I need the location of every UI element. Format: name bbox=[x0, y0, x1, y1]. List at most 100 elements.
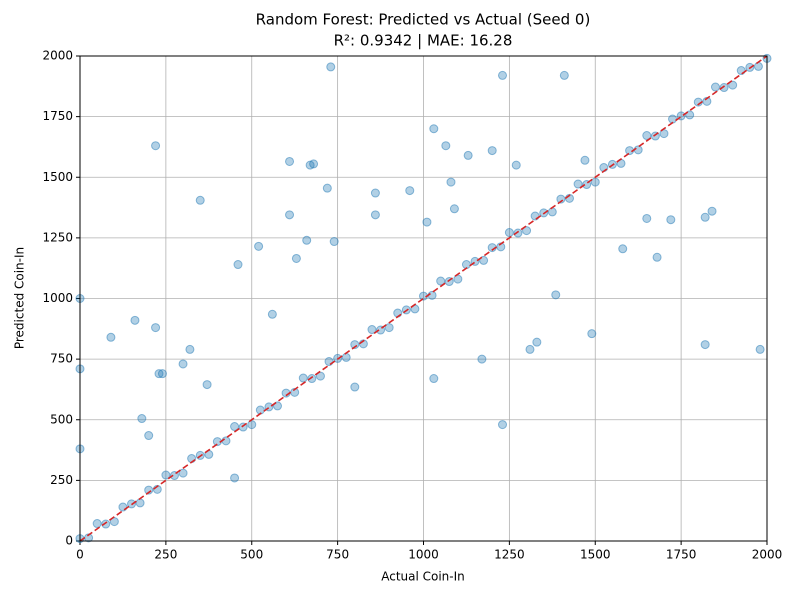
point bbox=[496, 242, 506, 252]
plot-frame bbox=[79, 55, 768, 542]
y-tick-label: 2000 bbox=[42, 49, 73, 63]
x-tick-label: 1250 bbox=[494, 548, 525, 562]
point bbox=[559, 70, 569, 80]
y-axis-label: Predicted Coin-In bbox=[13, 247, 27, 349]
point bbox=[285, 210, 295, 220]
point bbox=[254, 241, 264, 251]
point bbox=[498, 420, 508, 430]
point bbox=[106, 332, 116, 342]
point bbox=[233, 260, 243, 270]
point bbox=[429, 124, 439, 134]
point bbox=[144, 485, 154, 495]
point bbox=[247, 420, 257, 430]
point bbox=[161, 470, 171, 480]
x-axis-label: Actual Coin-In bbox=[381, 570, 465, 584]
y-tick-label: 1000 bbox=[42, 291, 73, 305]
point bbox=[580, 155, 590, 165]
point bbox=[532, 337, 542, 347]
point bbox=[350, 382, 360, 392]
point bbox=[547, 207, 557, 217]
x-tick-label: 2000 bbox=[752, 548, 783, 562]
point bbox=[700, 340, 710, 350]
point bbox=[446, 177, 456, 187]
point bbox=[522, 226, 532, 236]
point bbox=[530, 211, 540, 221]
y-tick-label: 1250 bbox=[42, 230, 73, 244]
y-tick-label: 1500 bbox=[42, 170, 73, 184]
point bbox=[144, 431, 154, 441]
point bbox=[178, 468, 188, 478]
point bbox=[707, 206, 717, 216]
x-tick-label: 1750 bbox=[666, 548, 697, 562]
point bbox=[710, 82, 720, 92]
point bbox=[642, 131, 652, 141]
point bbox=[157, 369, 167, 379]
point bbox=[324, 357, 334, 367]
y-tick-label: 500 bbox=[50, 412, 73, 426]
point bbox=[487, 146, 497, 156]
point bbox=[230, 473, 240, 483]
point bbox=[587, 329, 597, 339]
point bbox=[513, 228, 523, 238]
point bbox=[700, 212, 710, 222]
point bbox=[230, 422, 240, 432]
point bbox=[556, 194, 566, 204]
x-tick-label: 1000 bbox=[408, 548, 439, 562]
point bbox=[525, 344, 535, 354]
point bbox=[429, 374, 439, 384]
point bbox=[350, 340, 360, 350]
reference-line bbox=[79, 55, 768, 542]
point bbox=[135, 498, 145, 508]
point bbox=[307, 374, 317, 384]
point bbox=[267, 309, 277, 319]
point bbox=[728, 80, 738, 90]
point bbox=[298, 373, 308, 383]
point bbox=[185, 344, 195, 354]
point bbox=[302, 235, 312, 245]
y-tick-label: 0 bbox=[65, 534, 73, 548]
point bbox=[384, 323, 394, 333]
point bbox=[322, 183, 332, 193]
point bbox=[422, 217, 432, 227]
point bbox=[666, 215, 676, 225]
point bbox=[551, 290, 561, 300]
point bbox=[151, 323, 161, 333]
y-tick-label: 1750 bbox=[42, 109, 73, 123]
point bbox=[195, 195, 205, 205]
point bbox=[326, 62, 336, 72]
point bbox=[118, 502, 128, 512]
point bbox=[449, 204, 459, 214]
x-tick-label: 1500 bbox=[580, 548, 611, 562]
point bbox=[511, 160, 521, 170]
point bbox=[305, 160, 315, 170]
point bbox=[291, 253, 301, 263]
point bbox=[202, 380, 212, 390]
point bbox=[652, 252, 662, 262]
point bbox=[618, 244, 628, 254]
point bbox=[573, 179, 583, 189]
point bbox=[370, 188, 380, 198]
point bbox=[370, 210, 380, 220]
point bbox=[477, 354, 487, 364]
x-tick-label: 250 bbox=[154, 548, 177, 562]
y-tick-label: 750 bbox=[50, 352, 73, 366]
point bbox=[178, 359, 188, 369]
point bbox=[736, 66, 746, 76]
point bbox=[130, 315, 140, 325]
chart-subtitle: R²: 0.9342 | MAE: 16.28 bbox=[334, 32, 513, 50]
point bbox=[137, 414, 147, 424]
point bbox=[92, 519, 102, 529]
point bbox=[329, 237, 339, 247]
point bbox=[405, 186, 415, 196]
point bbox=[642, 213, 652, 223]
point bbox=[154, 369, 164, 379]
point bbox=[436, 276, 446, 286]
point bbox=[441, 141, 451, 151]
point bbox=[504, 228, 514, 238]
point bbox=[463, 150, 473, 160]
x-tick-label: 500 bbox=[240, 548, 263, 562]
point bbox=[285, 156, 295, 166]
x-tick-label: 0 bbox=[76, 548, 84, 562]
y-tick-label: 250 bbox=[50, 473, 73, 487]
